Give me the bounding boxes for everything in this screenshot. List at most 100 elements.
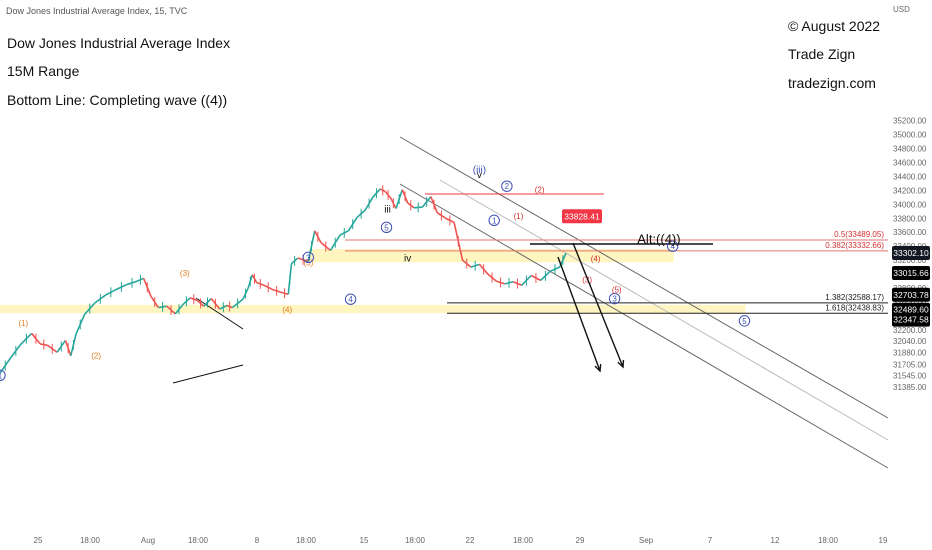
y-tick-label: 33600.00 xyxy=(893,228,927,237)
copyright-text: © August 2022 xyxy=(788,18,880,34)
wave-circle xyxy=(608,292,621,305)
y-tick-label: 31385.00 xyxy=(893,383,927,392)
y-tick-label: 32600.00 xyxy=(893,298,927,307)
wave-circle xyxy=(501,180,513,192)
price-label-text: 32347.58 xyxy=(893,315,929,325)
y-tick-label: 33800.00 xyxy=(893,214,927,223)
channel-line xyxy=(399,136,889,419)
y-tick-label: 33200.00 xyxy=(893,256,927,265)
website-text: tradezign.com xyxy=(788,75,876,91)
resistance-zone xyxy=(309,248,674,263)
price-label-box xyxy=(892,287,930,302)
y-tick-label: 31705.00 xyxy=(893,360,927,369)
projection-arrows xyxy=(557,242,625,373)
price-label-box xyxy=(892,266,930,281)
channel-lines xyxy=(172,136,889,469)
wave-label: 1 xyxy=(0,371,3,380)
wave-label: (2) xyxy=(91,352,101,361)
y-tick-label: 34400.00 xyxy=(893,172,927,181)
x-tick-label: 25 xyxy=(34,536,43,545)
y-tick-label: 34200.00 xyxy=(893,186,927,195)
wave-label: 5 xyxy=(384,223,389,232)
channel-line xyxy=(195,297,244,330)
price-label-box xyxy=(892,312,930,327)
price-label-text: 33015.66 xyxy=(893,268,929,278)
x-tick-label: 22 xyxy=(466,536,475,545)
fib-label: 0.382(33332.66) xyxy=(825,241,884,250)
wave-label: 4 xyxy=(670,242,675,251)
title-line-3: Bottom Line: Completing wave ((4)) xyxy=(7,92,227,108)
y-tick-label: 34800.00 xyxy=(893,144,927,153)
wave-label: (4) xyxy=(591,255,601,264)
y-tick-label: 32040.00 xyxy=(893,337,927,346)
projection-arrow xyxy=(557,256,601,372)
x-tick-label: Sep xyxy=(639,536,654,545)
x-tick-label: 18:00 xyxy=(188,536,209,545)
author-name: Trade Zign xyxy=(788,46,855,62)
x-tick-label: 19 xyxy=(879,536,888,545)
wave-label: iii xyxy=(384,205,391,216)
fib-label: 1.382(32588.17) xyxy=(825,293,884,302)
price-label-text: 32489.60 xyxy=(893,305,929,315)
x-tick-label: 8 xyxy=(255,536,260,545)
price-label-text: 33828.41 xyxy=(564,211,600,221)
wave-label: 3 xyxy=(612,295,617,304)
channel-line xyxy=(439,179,889,441)
x-tick-label: 15 xyxy=(360,536,369,545)
wave-label: 4 xyxy=(348,295,353,304)
wave-label: (1) xyxy=(18,319,28,328)
wave-label: (4) xyxy=(282,305,292,314)
wave-label: v xyxy=(477,170,482,181)
price-label-box xyxy=(892,246,930,261)
wave-label: (3) xyxy=(180,269,190,278)
x-tick-label: 18:00 xyxy=(80,536,101,545)
fib-label: 0.5(33489.05) xyxy=(834,230,884,239)
y-tick-label: 31880.00 xyxy=(893,348,927,357)
y-tick-label: 32200.00 xyxy=(893,326,927,335)
wave-labels: (1)(2)(3)(4)(5)134512345(1)(2)(3)(4)(5)i… xyxy=(0,165,751,382)
y-tick-label: 35200.00 xyxy=(893,117,927,126)
wave-label: iv xyxy=(404,254,411,265)
x-tick-label: 7 xyxy=(708,536,713,545)
wave-label: 2 xyxy=(505,182,510,191)
symbol-header: Dow Jones Industrial Average Index, 15, … xyxy=(6,6,188,16)
price-label-text: 32703.78 xyxy=(893,290,929,300)
x-tick-label: 18:00 xyxy=(296,536,317,545)
wave-label: Alt:((4)) xyxy=(637,231,680,246)
x-tick-label: Aug xyxy=(141,536,155,545)
wave-circle xyxy=(0,369,6,382)
wave-circle xyxy=(738,315,751,327)
wave-label: 5 xyxy=(742,317,747,326)
x-tick-label: 18:00 xyxy=(405,536,426,545)
wave-label: (5) xyxy=(612,285,622,294)
wave-circle xyxy=(488,214,500,227)
price-label-text: 33302.10 xyxy=(893,248,929,258)
currency-label: USD xyxy=(893,5,910,14)
wave-label: 3 xyxy=(306,253,311,262)
wave-circle xyxy=(344,293,357,305)
wave-circle xyxy=(302,251,315,264)
x-tick-label: 18:00 xyxy=(513,536,534,545)
x-tick-label: 12 xyxy=(771,536,780,545)
y-tick-label: 35000.00 xyxy=(893,131,927,140)
wave-label: (1) xyxy=(514,212,524,221)
fib-label: 1.618(32438.83) xyxy=(825,303,884,312)
channel-line xyxy=(172,364,244,384)
time-axis: 25 18:00 Aug 18:00 8 18:00 15 18:00 22 18:00 29 Sep… xyxy=(34,536,888,545)
price-series xyxy=(0,185,567,374)
price-label-box xyxy=(562,209,602,224)
x-tick-label: 18:00 xyxy=(818,536,839,545)
projection-arrow xyxy=(572,242,624,368)
wave-circle xyxy=(380,221,393,234)
support-zone xyxy=(0,304,746,314)
title-line-1: Dow Jones Industrial Average Index xyxy=(7,35,230,51)
wave-label: 1 xyxy=(492,216,497,225)
channel-line xyxy=(399,183,889,469)
y-tick-label: 34600.00 xyxy=(893,158,927,167)
arrow-head xyxy=(594,363,602,373)
arrow-head xyxy=(617,359,625,369)
wave-circle xyxy=(666,240,679,252)
title-line-2: 15M Range xyxy=(7,63,80,79)
x-tick-label: 29 xyxy=(576,536,585,545)
